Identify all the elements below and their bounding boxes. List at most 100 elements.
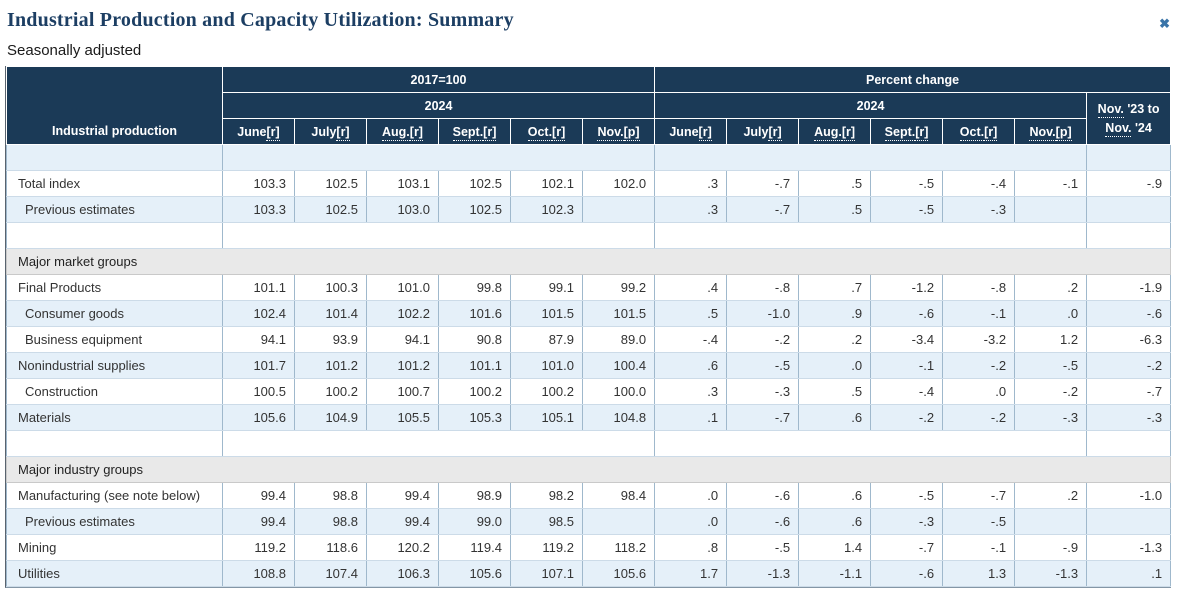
group-header-index: 2017=100 bbox=[221, 66, 656, 93]
pct-value-cell: .4 bbox=[654, 274, 728, 301]
footnote-marker[interactable]: Nov. bbox=[1105, 120, 1132, 137]
pct-value-cell: .6 bbox=[798, 508, 872, 535]
change-value-cell bbox=[1086, 196, 1172, 223]
index-value-cell: 99.4 bbox=[222, 508, 295, 535]
summary-table: Industrial production 2017=100 Percent c… bbox=[5, 66, 1172, 587]
index-value-cell: 105.6 bbox=[438, 560, 511, 587]
footnote-marker[interactable]: Nov. bbox=[597, 124, 624, 141]
change-value-cell bbox=[1086, 508, 1172, 535]
pct-value-cell: .5 bbox=[654, 300, 728, 327]
footnote-marker[interactable]: [r] bbox=[552, 124, 566, 141]
spacer-row bbox=[6, 222, 1172, 249]
month-label: '24 bbox=[1131, 120, 1152, 135]
index-value-cell: 119.4 bbox=[438, 534, 511, 561]
pct-value-cell: -.2 bbox=[870, 404, 944, 431]
pct-value-cell: .8 bbox=[654, 534, 728, 561]
section-row: Major industry groups bbox=[5, 456, 1172, 483]
row-label-cell: Consumer goods bbox=[6, 300, 223, 327]
pct-value-cell: -.5 bbox=[870, 196, 944, 223]
pct-value-cell: -.2 bbox=[942, 404, 1016, 431]
index-value-cell: 103.3 bbox=[222, 170, 295, 197]
footnote-marker[interactable]: [r] bbox=[841, 124, 856, 141]
close-icon[interactable]: ✖ bbox=[1159, 16, 1170, 31]
index-value-cell: 120.2 bbox=[366, 534, 439, 561]
footnote-marker[interactable]: Sept. bbox=[884, 124, 916, 141]
change-value-cell: -.2 bbox=[1086, 352, 1172, 379]
pct-value-cell: -1.2 bbox=[870, 274, 944, 301]
index-value-cell: 102.5 bbox=[438, 170, 511, 197]
footnote-marker[interactable]: [r] bbox=[915, 124, 929, 141]
section-label-cell: Major industry groups bbox=[5, 456, 1172, 483]
index-value-cell bbox=[581, 508, 656, 535]
change-value-cell: -.6 bbox=[1086, 300, 1172, 327]
index-value-cell: 105.1 bbox=[510, 404, 583, 431]
pct-value-cell: .0 bbox=[654, 482, 728, 509]
change-period-header: Nov. '23 to Nov. '24 bbox=[1086, 92, 1172, 145]
pct-value-cell: -.5 bbox=[870, 482, 944, 509]
change-value-cell: -.7 bbox=[1086, 378, 1172, 405]
pct-value-cell: -1.0 bbox=[726, 300, 800, 327]
pct-value-cell bbox=[1014, 508, 1088, 535]
change-value-cell: -1.9 bbox=[1086, 274, 1172, 301]
index-value-cell: 99.4 bbox=[222, 482, 295, 509]
footnote-marker[interactable]: Oct. bbox=[959, 124, 985, 141]
spacer-cell bbox=[6, 430, 223, 457]
row-label-cell: Utilities bbox=[6, 560, 223, 587]
index-value-cell: 101.2 bbox=[366, 352, 439, 379]
index-value-cell: 101.0 bbox=[510, 352, 583, 379]
pct-value-cell: -.4 bbox=[870, 378, 944, 405]
pct-value-cell: -1.3 bbox=[1014, 560, 1088, 587]
footnote-marker[interactable]: Nov. bbox=[1097, 102, 1124, 119]
footnote-marker[interactable]: [p] bbox=[623, 124, 640, 141]
footnote-marker[interactable]: [r] bbox=[698, 124, 712, 141]
footnote-marker[interactable]: Aug. bbox=[382, 124, 410, 141]
pct-value-cell: -.2 bbox=[726, 326, 800, 353]
pct-value-cell: .6 bbox=[654, 352, 728, 379]
pct-value-cell: -.6 bbox=[870, 560, 944, 587]
pct-value-cell: .2 bbox=[1014, 274, 1088, 301]
table-row: Materials 105.6 104.9 105.5 105.3 105.1 104.8.… bbox=[6, 404, 1172, 431]
pct-month-header: Oct.[r] bbox=[942, 118, 1016, 145]
row-label-cell: Manufacturing (see note below) bbox=[6, 482, 223, 509]
index-value-cell: 101.4 bbox=[294, 300, 367, 327]
spacer-cell bbox=[6, 144, 223, 171]
pct-value-cell: .0 bbox=[654, 508, 728, 535]
footnote-marker[interactable]: [r] bbox=[266, 124, 280, 141]
pct-value-cell: -.7 bbox=[726, 196, 800, 223]
index-value-cell: 102.1 bbox=[510, 170, 583, 197]
footnote-marker[interactable]: [r] bbox=[409, 124, 423, 141]
pct-value-cell: .0 bbox=[798, 352, 872, 379]
index-value-cell: 89.0 bbox=[581, 326, 656, 353]
index-value-cell: 93.9 bbox=[294, 326, 367, 353]
footnote-marker[interactable]: [r] bbox=[984, 124, 998, 141]
row-label-cell: Total index bbox=[6, 170, 223, 197]
row-label-cell: Construction bbox=[6, 378, 223, 405]
pct-value-cell: -.3 bbox=[870, 508, 944, 535]
footnote-marker[interactable]: [r] bbox=[768, 124, 782, 141]
pct-value-cell: -.3 bbox=[726, 378, 800, 405]
pct-value-cell: 1.7 bbox=[654, 560, 728, 587]
table-container: Industrial production 2017=100 Percent c… bbox=[5, 66, 1172, 588]
pct-value-cell: -.1 bbox=[942, 300, 1016, 327]
pct-value-cell: -.8 bbox=[942, 274, 1016, 301]
header-row-years: 2024 2024 Nov. '23 to Nov. '24 bbox=[7, 92, 1172, 145]
pct-value-cell: -.1 bbox=[1014, 170, 1088, 197]
footnote-marker[interactable]: Nov. bbox=[1029, 124, 1056, 141]
index-value-cell: 94.1 bbox=[366, 326, 439, 353]
subtitle: Seasonally adjusted bbox=[7, 42, 142, 59]
footnote-marker[interactable]: Aug. bbox=[814, 124, 842, 141]
pct-value-cell: .3 bbox=[654, 170, 728, 197]
table-row: Consumer goods 102.4 101.4 102.2 101.6 101.5 1… bbox=[6, 300, 1172, 327]
index-value-cell: 104.8 bbox=[581, 404, 656, 431]
pct-value-cell: -.5 bbox=[726, 352, 800, 379]
footnote-marker[interactable]: [p] bbox=[1055, 124, 1072, 141]
footnote-marker[interactable]: Oct. bbox=[527, 124, 553, 141]
index-value-cell: 105.3 bbox=[438, 404, 511, 431]
pct-value-cell: .0 bbox=[942, 378, 1016, 405]
index-month-header: Nov.[p] bbox=[581, 118, 656, 145]
pct-value-cell: .5 bbox=[798, 378, 872, 405]
index-value-cell: 90.8 bbox=[438, 326, 511, 353]
footnote-marker[interactable]: [r] bbox=[336, 124, 350, 141]
footnote-marker[interactable]: [r] bbox=[483, 124, 497, 141]
footnote-marker[interactable]: Sept. bbox=[452, 124, 484, 141]
